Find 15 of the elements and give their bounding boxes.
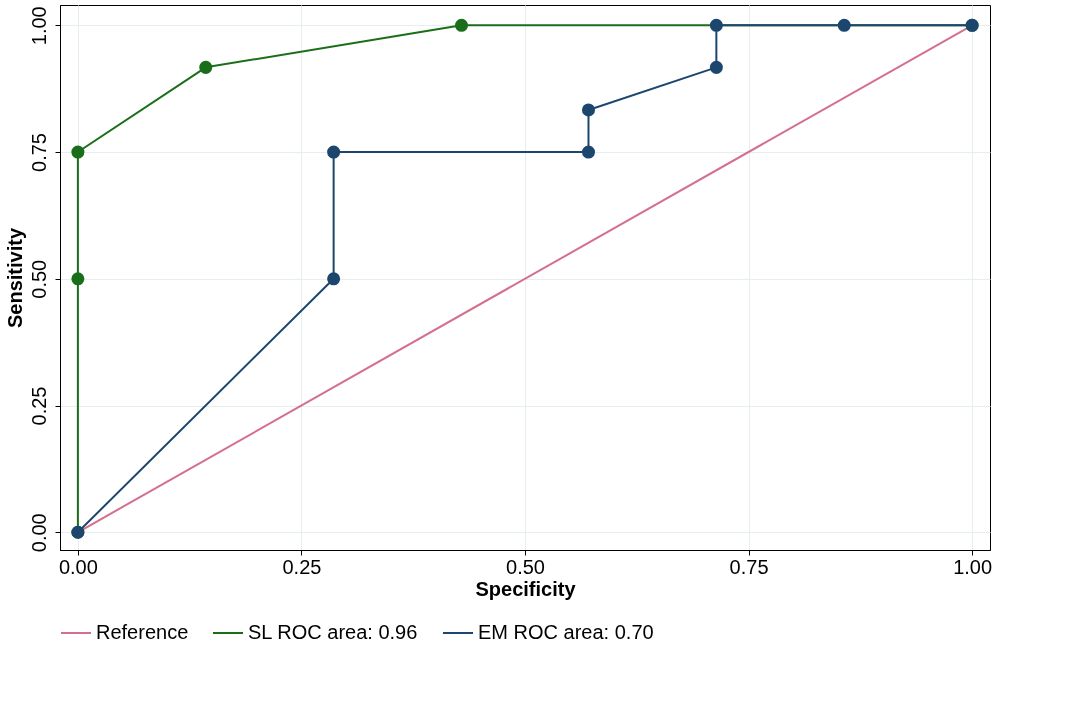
- legend-label: EM ROC area: 0.70: [478, 621, 654, 643]
- legend-label: Reference: [96, 621, 189, 643]
- y-tick-label: 0.50: [27, 259, 50, 299]
- legend-label: SL ROC area: 0.96: [248, 621, 418, 643]
- x-tick-label: 0.50: [506, 555, 545, 578]
- x-tick-label: 1.00: [953, 555, 993, 578]
- y-tick-label: 0.00: [27, 513, 50, 553]
- x-tick-label: 0.00: [58, 555, 98, 578]
- x-tick-label: 0.75: [729, 555, 769, 578]
- y-tick-label: 0.75: [27, 133, 50, 172]
- x-axis-title: Specificity: [475, 577, 577, 600]
- x-tick-label: 0.25: [282, 555, 322, 578]
- y-tick-label: 1.00: [27, 6, 50, 46]
- y-axis-title: Sensitivity: [3, 227, 26, 329]
- y-tick-label: 0.25: [27, 386, 50, 426]
